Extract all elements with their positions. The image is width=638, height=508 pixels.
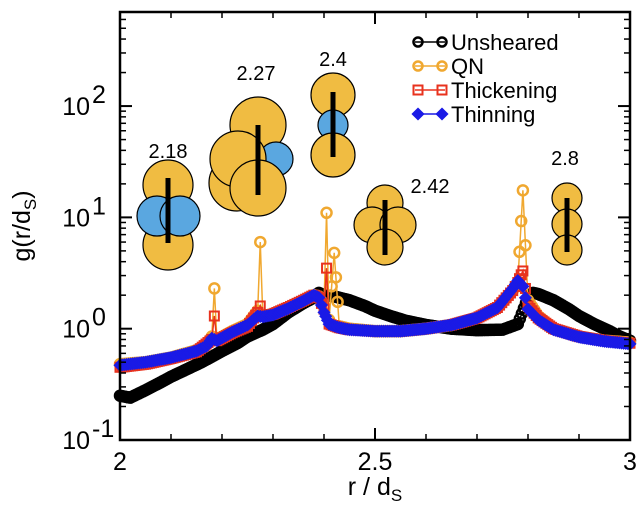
legend-marker: [412, 60, 424, 72]
inset-label: 2.8: [551, 148, 579, 170]
data-point: [208, 310, 220, 322]
data-point: [517, 265, 529, 277]
inset-2-18: 2.18: [136, 141, 201, 271]
y-tick-label: 10: [62, 204, 90, 232]
data-point: [329, 271, 343, 284]
inset-2-8: 2.8: [551, 148, 583, 266]
data-point: [331, 295, 344, 309]
inset-label: 2.42: [411, 176, 450, 198]
legend-item-qn: QN: [412, 54, 484, 79]
data-point: [518, 291, 533, 305]
x-tick-label: 3: [623, 448, 637, 476]
y-tick-exponent: 2: [92, 81, 106, 109]
cluster-insets: 2.18 2.27 2.4 2.42 2.8: [136, 49, 583, 271]
legend-marker: [412, 84, 424, 96]
inset-2-27: 2.27: [208, 63, 294, 217]
data-point: [516, 184, 530, 197]
y-axis-label-suffix: ): [8, 190, 36, 198]
inset-label: 2.18: [149, 141, 188, 163]
data-point: [208, 282, 221, 295]
series-thinning: [113, 274, 637, 372]
data-point: [516, 279, 530, 293]
y-axis-label: g(r/dS): [8, 190, 40, 261]
inset-2-42: 2.42: [353, 176, 450, 266]
legend-item-thickening: Thickening: [412, 78, 557, 103]
legend-item-unsheared: Unsheared: [412, 30, 559, 55]
data-point: [327, 246, 341, 260]
y-tick-label: 10: [62, 316, 90, 344]
legend-marker: [436, 60, 448, 72]
y-tick-label: 10: [62, 93, 90, 121]
inset-label: 2.4: [319, 49, 347, 71]
legend-label: Thinning: [451, 102, 535, 127]
legend-marker: [436, 36, 448, 48]
data-point: [514, 214, 528, 228]
y-tick-exponent: -1: [92, 415, 114, 443]
y-tick-label: 10: [62, 427, 90, 455]
data-layer: [113, 184, 637, 404]
legend-item-thinning: Thinning: [411, 102, 535, 127]
legend-marker: [412, 36, 424, 48]
y-axis-label-subscript: S: [21, 199, 40, 210]
x-tick-label: 2.5: [358, 448, 393, 476]
legend-marker: [435, 107, 449, 121]
legend-label: QN: [451, 54, 484, 79]
data-point: [254, 235, 267, 249]
legend-label: Unsheared: [451, 30, 559, 55]
y-tick-exponent: 0: [92, 304, 106, 332]
data-point: [321, 262, 333, 274]
legend-label: Thickening: [451, 78, 557, 103]
legend-marker: [411, 107, 425, 121]
x-tick-label: 2: [113, 448, 127, 476]
legend-marker: [436, 84, 448, 96]
y-tick-exponent: 1: [92, 192, 106, 220]
x-axis-label: r / dS: [348, 473, 402, 505]
data-point: [519, 239, 532, 252]
inset-label: 2.27: [237, 63, 276, 85]
x-axis-label-subscript: S: [391, 486, 402, 505]
data-point: [320, 206, 333, 220]
inset-2-4: 2.4: [310, 49, 356, 178]
